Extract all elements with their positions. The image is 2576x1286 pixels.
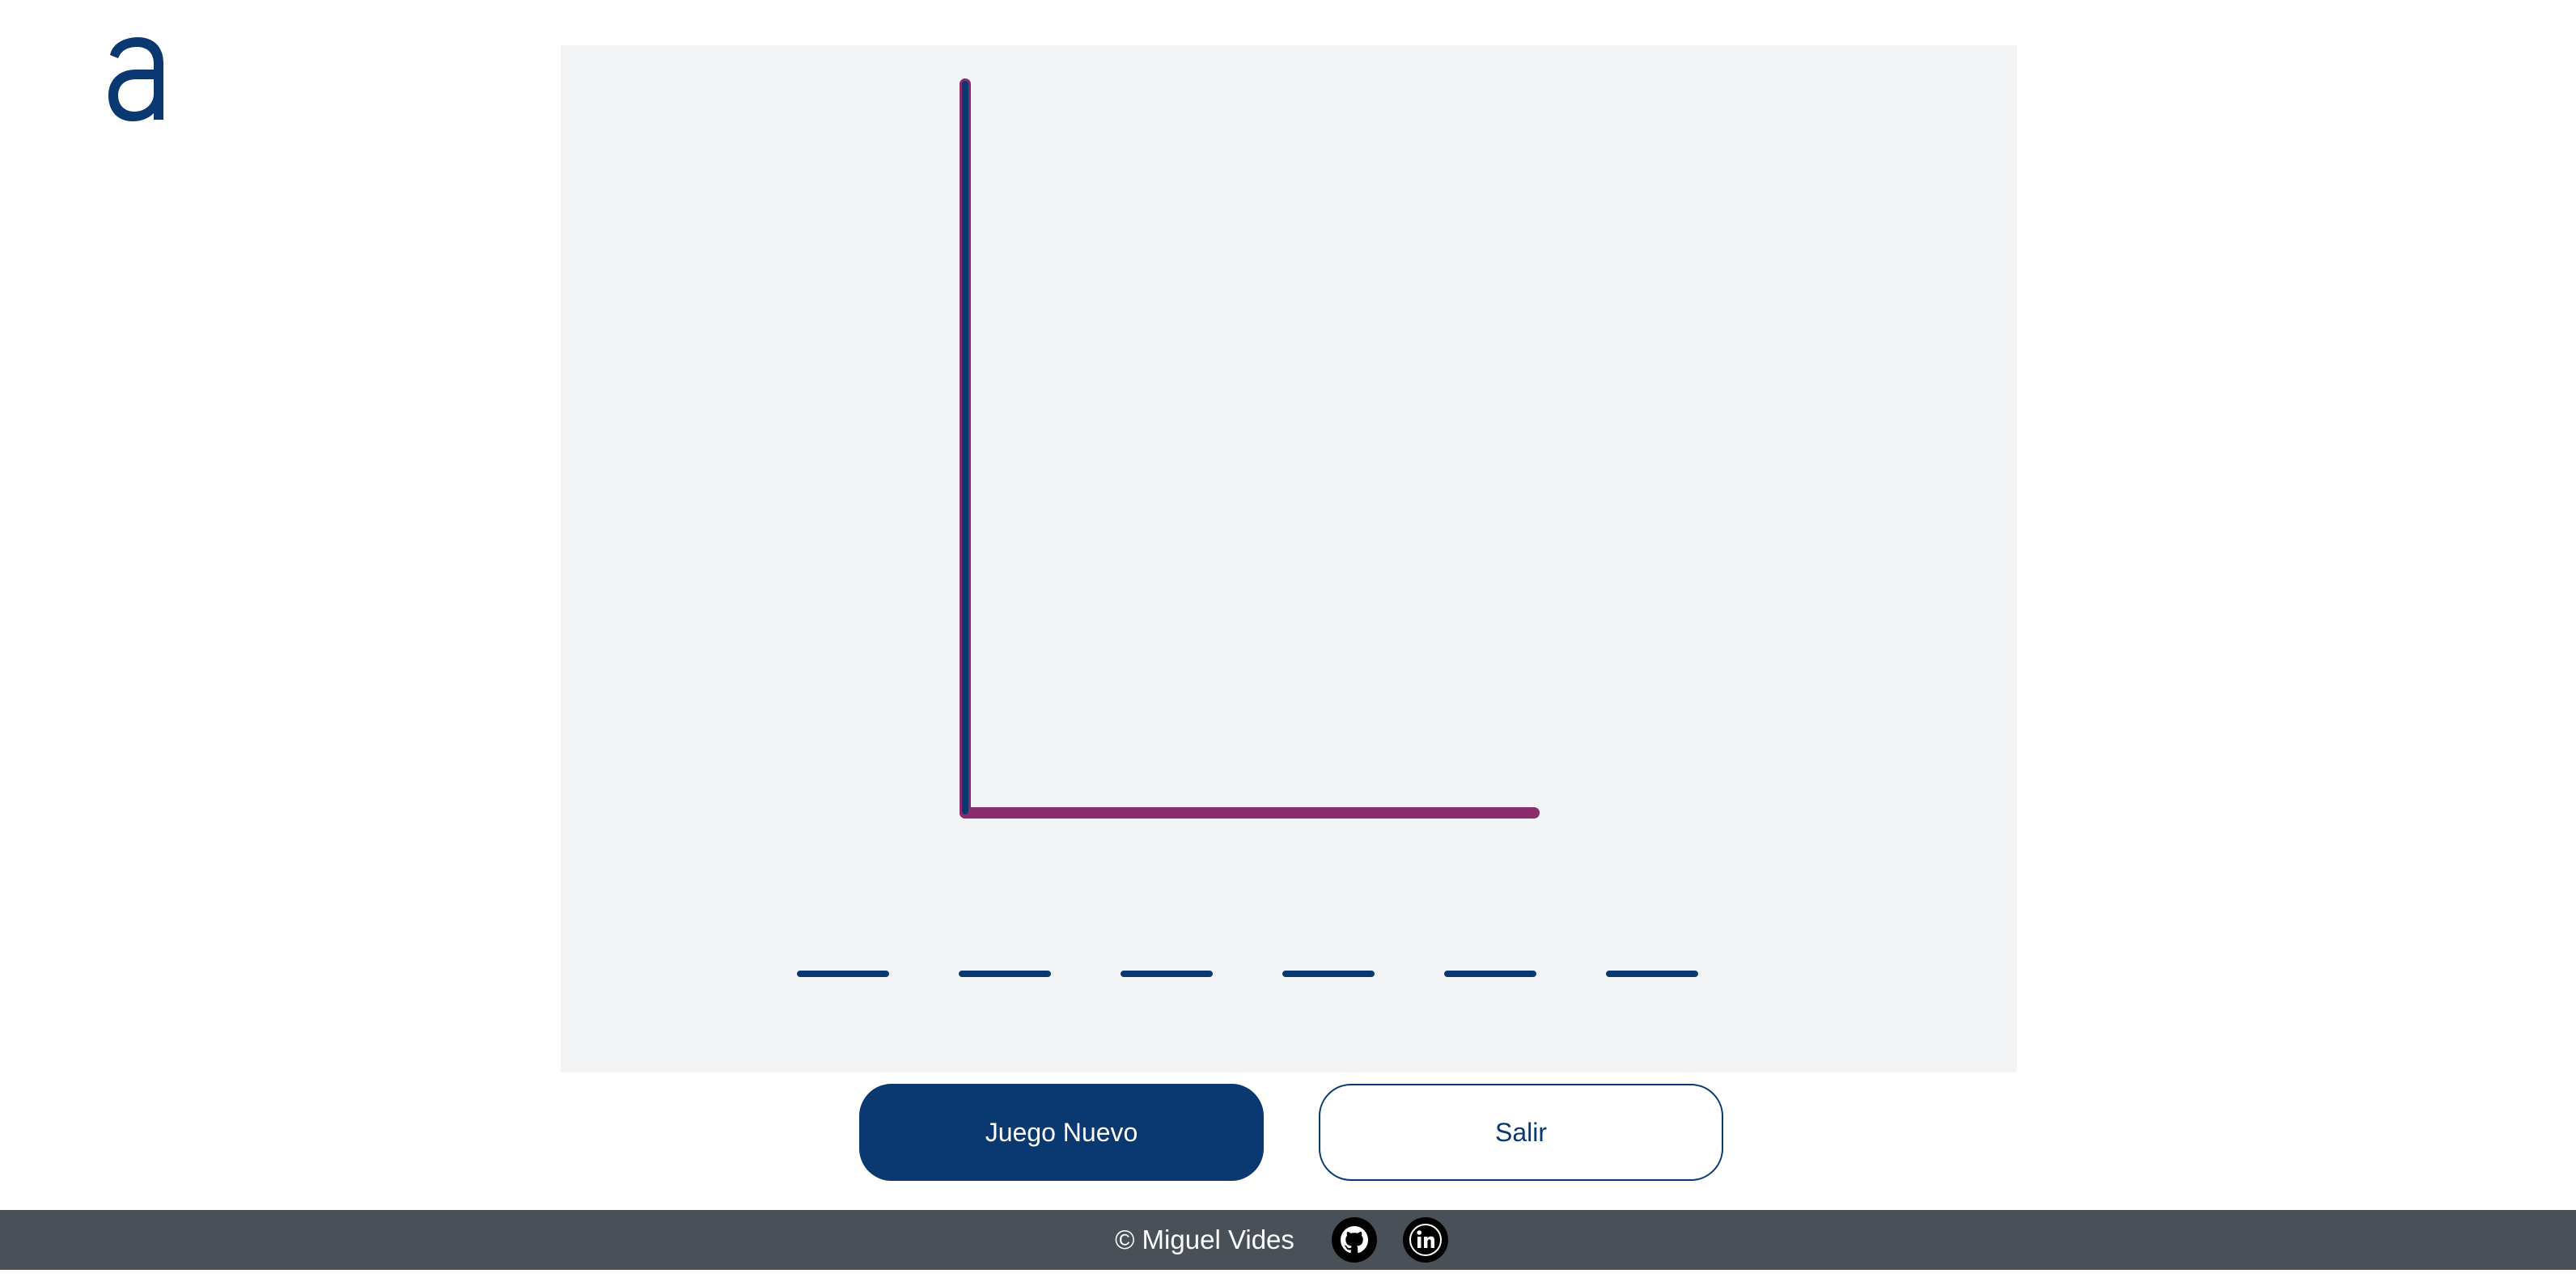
footer: © Miguel Vides (0, 1210, 2576, 1270)
game-board (561, 45, 2017, 1072)
footer-credit: © Miguel Vides (1115, 1225, 1294, 1254)
a-logo-icon[interactable] (105, 36, 167, 123)
hangman-canvas (797, 78, 1698, 977)
linkedin-icon[interactable] (1402, 1217, 1448, 1263)
exit-button[interactable]: Salir (1319, 1084, 1723, 1181)
new-game-button[interactable]: Juego Nuevo (859, 1084, 1264, 1181)
button-row: Juego Nuevo Salir (859, 1084, 1723, 1181)
github-icon[interactable] (1331, 1217, 1377, 1263)
